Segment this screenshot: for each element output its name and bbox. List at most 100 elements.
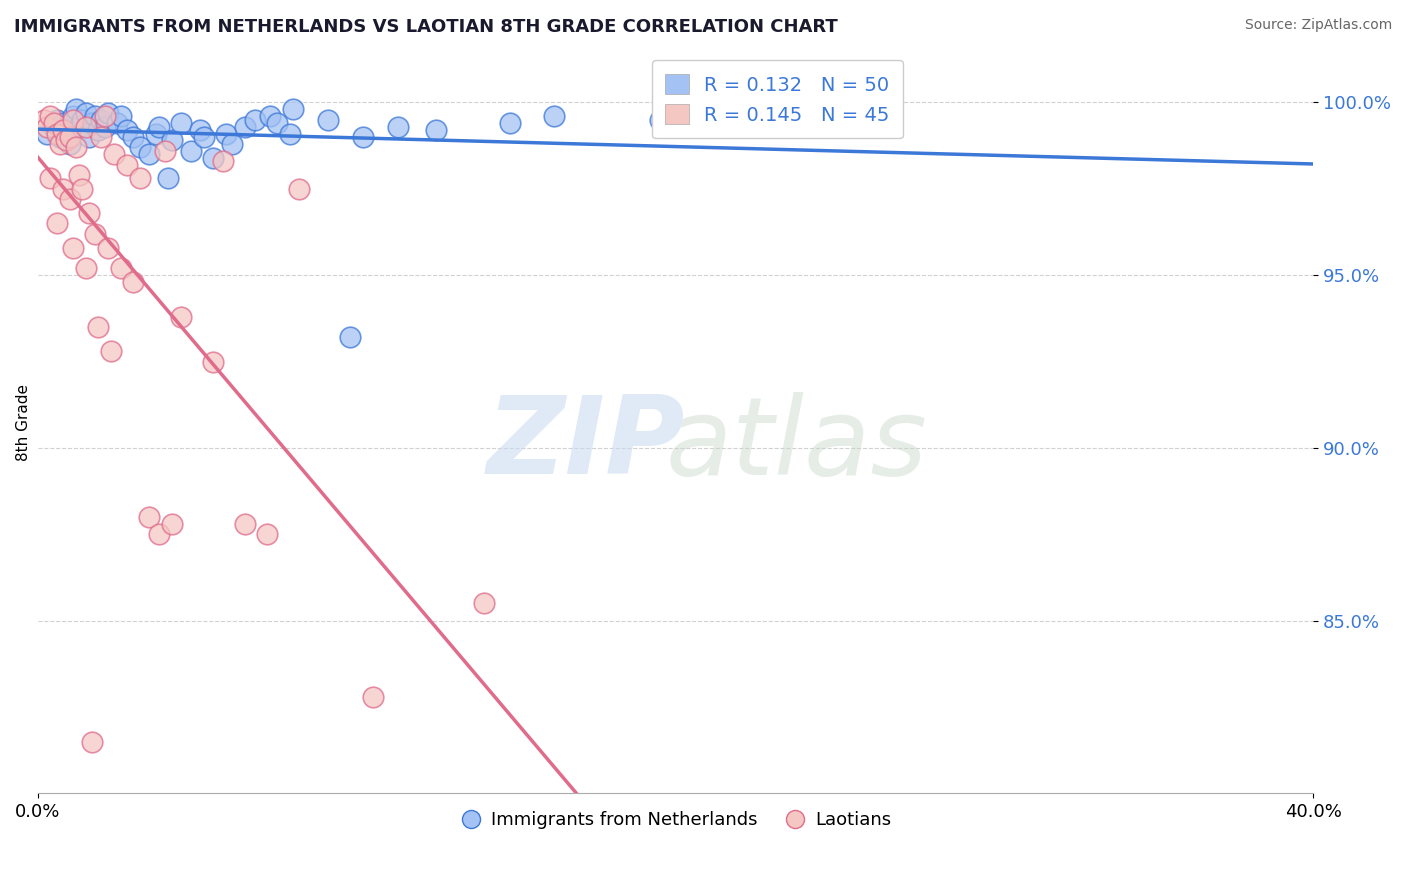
- Point: [145, 127, 167, 141]
- Point: [170, 116, 193, 130]
- Point: [87, 320, 110, 334]
- Text: atlas: atlas: [665, 392, 928, 497]
- Point: [39, 109, 62, 123]
- Point: [93, 109, 115, 123]
- Point: [138, 147, 160, 161]
- Point: [90, 130, 112, 145]
- Point: [256, 527, 278, 541]
- Text: IMMIGRANTS FROM NETHERLANDS VS LAOTIAN 8TH GRADE CORRELATION CHART: IMMIGRANTS FROM NETHERLANDS VS LAOTIAN 8…: [14, 18, 838, 36]
- Point: [215, 127, 238, 141]
- Point: [128, 140, 150, 154]
- Point: [58, 130, 80, 145]
- Point: [110, 261, 132, 276]
- Point: [138, 510, 160, 524]
- Point: [339, 330, 361, 344]
- Point: [37, 127, 59, 141]
- Point: [67, 120, 90, 134]
- Point: [80, 734, 103, 748]
- Point: [115, 158, 138, 172]
- Point: [193, 130, 215, 145]
- Point: [45, 127, 67, 141]
- Point: [100, 344, 122, 359]
- Point: [266, 116, 288, 130]
- Point: [157, 171, 180, 186]
- Point: [115, 123, 138, 137]
- Point: [45, 216, 67, 230]
- Point: [233, 516, 256, 531]
- Point: [188, 123, 211, 137]
- Point: [37, 120, 59, 134]
- Point: [107, 116, 129, 130]
- Point: [259, 109, 281, 123]
- Point: [103, 147, 125, 161]
- Point: [58, 192, 80, 206]
- Point: [361, 690, 384, 704]
- Point: [55, 134, 77, 148]
- Point: [211, 154, 233, 169]
- Point: [75, 261, 97, 276]
- Point: [93, 120, 115, 134]
- Point: [72, 112, 94, 127]
- Point: [281, 103, 304, 117]
- Point: [62, 109, 84, 123]
- Point: [49, 130, 72, 145]
- Point: [52, 123, 75, 137]
- Point: [62, 112, 84, 127]
- Point: [42, 116, 65, 130]
- Point: [498, 116, 520, 130]
- Point: [32, 112, 55, 127]
- Point: [80, 116, 103, 130]
- Point: [243, 112, 266, 127]
- Point: [62, 241, 84, 255]
- Point: [45, 112, 67, 127]
- Text: Source: ZipAtlas.com: Source: ZipAtlas.com: [1244, 18, 1392, 32]
- Point: [42, 120, 65, 134]
- Point: [77, 130, 100, 145]
- Point: [122, 130, 145, 145]
- Point: [110, 109, 132, 123]
- Point: [202, 354, 225, 368]
- Point: [72, 182, 94, 196]
- Point: [425, 123, 447, 137]
- Point: [52, 182, 75, 196]
- Point: [233, 120, 256, 134]
- Point: [55, 123, 77, 137]
- Point: [288, 182, 311, 196]
- Point: [49, 136, 72, 151]
- Point: [472, 596, 495, 610]
- Point: [148, 120, 170, 134]
- Text: ZIP: ZIP: [486, 392, 685, 498]
- Point: [160, 516, 183, 531]
- Point: [278, 127, 301, 141]
- Point: [39, 171, 62, 186]
- Y-axis label: 8th Grade: 8th Grade: [15, 384, 31, 460]
- Point: [202, 151, 225, 165]
- Point: [65, 103, 87, 117]
- Point: [180, 144, 202, 158]
- Legend: Immigrants from Netherlands, Laotians: Immigrants from Netherlands, Laotians: [453, 804, 898, 837]
- Point: [97, 241, 120, 255]
- Point: [90, 112, 112, 127]
- Point: [65, 140, 87, 154]
- Point: [170, 310, 193, 324]
- Point: [160, 134, 183, 148]
- Point: [87, 123, 110, 137]
- Point: [648, 112, 671, 127]
- Point: [97, 106, 120, 120]
- Point: [543, 109, 565, 123]
- Point: [75, 120, 97, 134]
- Point: [77, 206, 100, 220]
- Point: [387, 120, 409, 134]
- Point: [352, 130, 374, 145]
- Point: [128, 171, 150, 186]
- Point: [221, 136, 243, 151]
- Point: [58, 136, 80, 151]
- Point: [84, 227, 107, 241]
- Point: [84, 109, 107, 123]
- Point: [75, 106, 97, 120]
- Point: [52, 116, 75, 130]
- Point: [148, 527, 170, 541]
- Point: [122, 275, 145, 289]
- Point: [67, 168, 90, 182]
- Point: [316, 112, 339, 127]
